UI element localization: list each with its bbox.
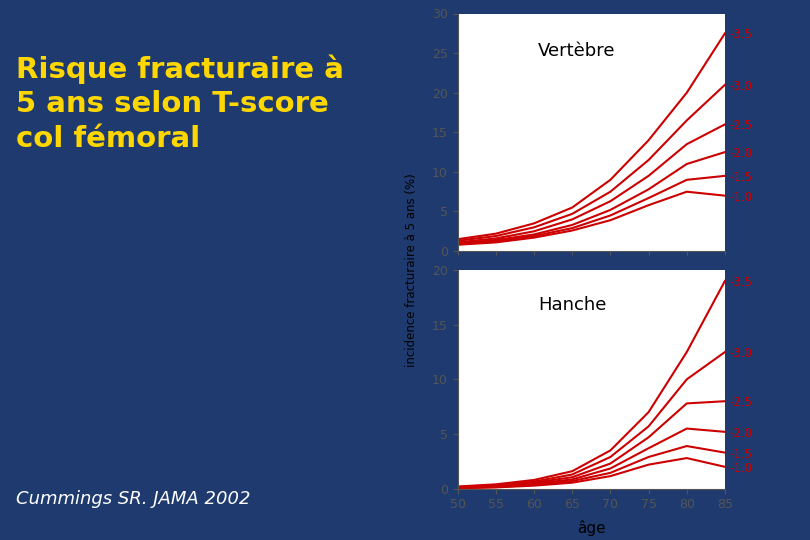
Text: Vertèbre: Vertèbre bbox=[538, 42, 616, 60]
Text: Risque fracturaire à
5 ans selon T-score
col fémoral: Risque fracturaire à 5 ans selon T-score… bbox=[16, 54, 344, 153]
X-axis label: âge: âge bbox=[577, 520, 606, 536]
Text: incidence fracturaire à 5 ans (%): incidence fracturaire à 5 ans (%) bbox=[405, 173, 418, 367]
Text: Cummings SR. JAMA 2002: Cummings SR. JAMA 2002 bbox=[16, 490, 251, 508]
Text: Hanche: Hanche bbox=[538, 296, 606, 314]
